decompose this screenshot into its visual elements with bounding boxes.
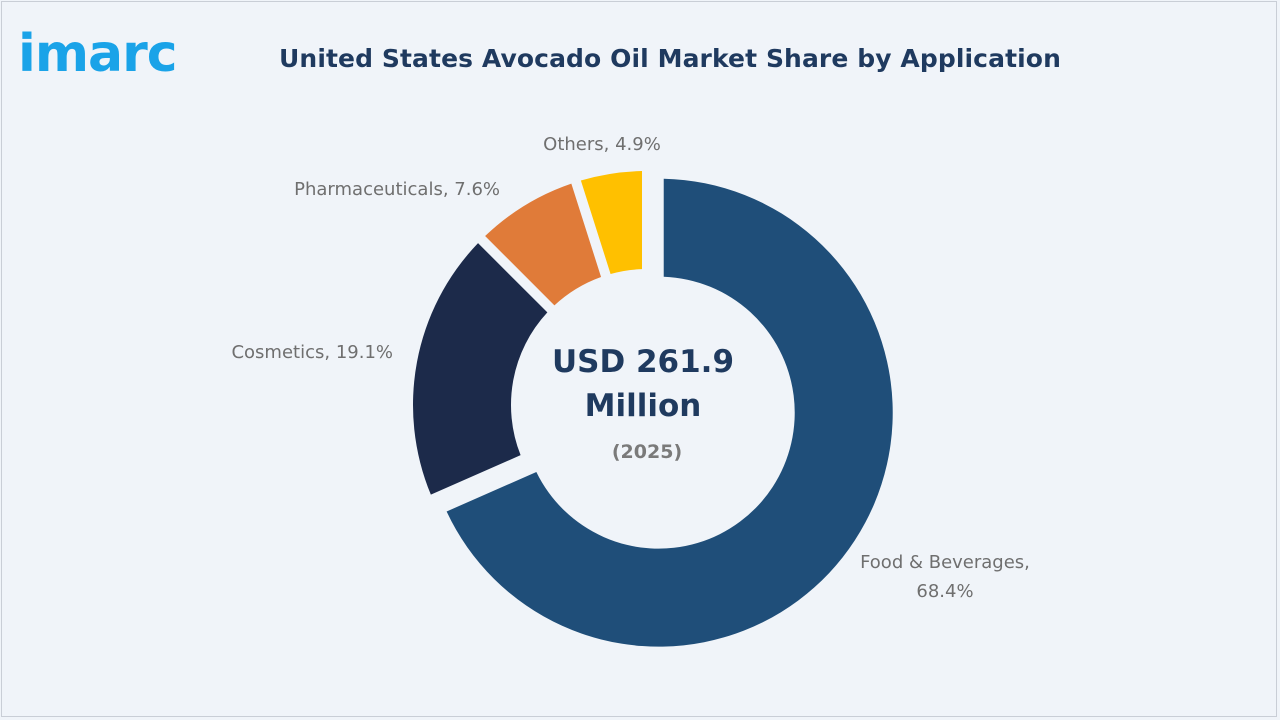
logo-text: imarc [18, 24, 177, 84]
chart-title: United States Avocado Oil Market Share b… [279, 44, 1061, 73]
imarc-logo: imarc [18, 24, 178, 84]
slice-food-beverages [446, 178, 893, 647]
slice-cosmetics [413, 243, 548, 495]
center-value: USD 261.9 [552, 344, 734, 380]
slice-pharmaceuticals [485, 183, 602, 306]
data-label-others: Others, 4.9% [543, 134, 661, 155]
data-label-cosmetics: Cosmetics, 19.1% [231, 342, 393, 363]
data-label-food-beverages: Food & Beverages, 68.4% [860, 552, 1030, 602]
data-label-pharmaceuticals: Pharmaceuticals, 7.6% [294, 179, 500, 200]
center-unit: Million [585, 388, 702, 424]
center-year: (2025) [612, 441, 682, 463]
slice-others [580, 171, 643, 274]
